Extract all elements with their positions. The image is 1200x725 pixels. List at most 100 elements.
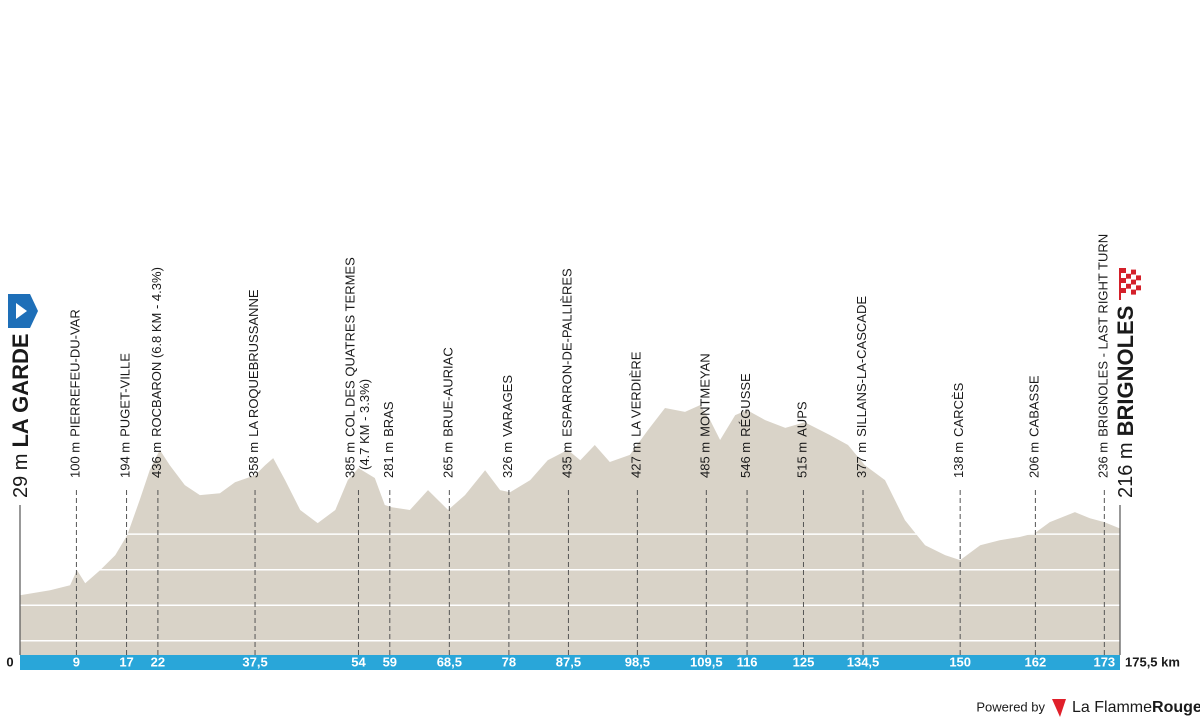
waypoint-label: 281 m BRAS bbox=[381, 401, 396, 478]
x-tick-label: 150 bbox=[949, 654, 971, 669]
waypoint-label: 435 m ESPARRON-DE-PALLIÈRES bbox=[560, 268, 575, 478]
endpoint-name: BRIGNOLES bbox=[1113, 306, 1138, 437]
x-tick-label: 22 bbox=[151, 654, 165, 669]
x-tick-label: 54 bbox=[351, 654, 366, 669]
flag-check bbox=[1121, 273, 1126, 278]
x-tick-label: 37,5 bbox=[242, 654, 267, 669]
waypoint-elevation: 138 m bbox=[952, 442, 967, 478]
flag-check bbox=[1121, 288, 1126, 293]
waypoint-elevation: 358 m bbox=[246, 442, 261, 478]
waypoint-label: 100 m PIERREFEU-DU-VAR bbox=[68, 309, 83, 478]
x-tick-label: 162 bbox=[1025, 654, 1047, 669]
waypoint-name: BRUE-AURIAC bbox=[441, 347, 456, 437]
endpoint-elevation: 29 m bbox=[10, 454, 32, 498]
x-tick-label: 109,5 bbox=[690, 654, 723, 669]
brand-logo bbox=[1052, 699, 1066, 717]
waypoint-elevation: 515 m bbox=[795, 442, 810, 478]
waypoint-label: 385 m COL DES QUATRES TERMES bbox=[343, 257, 358, 478]
waypoint-elevation: 236 m bbox=[1096, 442, 1111, 478]
waypoint-name: SILLANS-LA-CASCADE bbox=[854, 296, 869, 437]
x-tick-label: 87,5 bbox=[556, 654, 581, 669]
x-tick-label: 0 bbox=[6, 654, 13, 669]
waypoint-name: CABASSE bbox=[1027, 375, 1042, 437]
start-flag bbox=[8, 294, 38, 328]
x-tick-label: 17 bbox=[119, 654, 133, 669]
waypoint-label: 546 m RÉGUSSE bbox=[739, 373, 754, 478]
waypoint-name: MONTMEYAN bbox=[698, 353, 713, 437]
x-tick-label: 125 bbox=[793, 654, 815, 669]
endpoint-name: LA GARDE bbox=[8, 333, 33, 447]
waypoint-label: 515 m AUPS bbox=[795, 401, 810, 478]
elevation-profile bbox=[20, 405, 1120, 655]
endpoint-label: 29 m LA GARDE bbox=[8, 333, 33, 498]
x-tick-label: 116 bbox=[737, 654, 758, 669]
waypoint-elevation: 377 m bbox=[854, 442, 869, 478]
flag-check bbox=[1131, 284, 1136, 290]
waypoint-name: CARCÈS bbox=[952, 382, 967, 437]
finish-flag bbox=[1119, 268, 1141, 300]
flag-check bbox=[1126, 268, 1131, 274]
flag-check bbox=[1131, 274, 1136, 280]
waypoint-name: RÉGUSSE bbox=[739, 373, 754, 437]
waypoint-label: 194 m PUGET-VILLE bbox=[118, 353, 133, 478]
x-tick-label: 175,5 km bbox=[1125, 654, 1180, 669]
waypoint-label: 436 m ROCBARON (6.8 KM - 4.3%) bbox=[149, 267, 164, 478]
waypoint-label: 206 m CABASSE bbox=[1027, 375, 1042, 478]
x-tick-label: 78 bbox=[502, 654, 516, 669]
waypoint-label: 236 m BRIGNOLES - LAST RIGHT TURN bbox=[1096, 234, 1111, 478]
waypoint-label: 265 m BRUE-AURIAC bbox=[441, 347, 456, 478]
waypoint-elevation: 427 m bbox=[629, 442, 644, 478]
flag-check bbox=[1131, 289, 1136, 295]
flag-check bbox=[1136, 285, 1141, 291]
waypoint-label: 377 m SILLANS-LA-CASCADE bbox=[854, 296, 869, 478]
waypoint-elevation: 546 m bbox=[739, 442, 754, 478]
waypoint-label: 138 m CARCÈS bbox=[952, 382, 967, 478]
powered-by: Powered by bbox=[976, 699, 1045, 714]
waypoint-elevation: 385 m bbox=[343, 442, 358, 478]
x-tick-label: 173 bbox=[1093, 654, 1115, 669]
x-tick-label: 59 bbox=[383, 654, 397, 669]
flag-check bbox=[1121, 278, 1126, 283]
waypoint-name: PIERREFEU-DU-VAR bbox=[68, 309, 83, 437]
x-tick-label: 98,5 bbox=[625, 654, 650, 669]
brand-name: La Flamme bbox=[1072, 699, 1152, 716]
waypoint-name: ESPARRON-DE-PALLIÈRES bbox=[560, 268, 575, 437]
brand-accent: Rouge bbox=[1152, 699, 1200, 716]
flag-check bbox=[1136, 290, 1141, 296]
waypoint-name: LA VERDIÈRE bbox=[629, 351, 644, 437]
distance-bar bbox=[20, 655, 1120, 670]
waypoint-elevation: 265 m bbox=[441, 442, 456, 478]
endpoint-elevation: 216 m bbox=[1115, 442, 1137, 498]
waypoint-elevation: 206 m bbox=[1027, 442, 1042, 478]
x-tick-label: 68,5 bbox=[437, 654, 462, 669]
brand: La FlammeRouge bbox=[1072, 699, 1200, 716]
waypoint-name: BRAS bbox=[381, 401, 396, 437]
x-tick-label: 9 bbox=[73, 654, 80, 669]
waypoint-note: (4.7 KM - 3.3%) bbox=[357, 379, 372, 470]
flag-check bbox=[1131, 269, 1136, 275]
waypoint-elevation: 485 m bbox=[698, 442, 713, 478]
flag-check bbox=[1136, 275, 1141, 281]
waypoint-name: AUPS bbox=[795, 401, 810, 437]
waypoint-name: COL DES QUATRES TERMES bbox=[343, 257, 358, 437]
waypoint-name: PUGET-VILLE bbox=[118, 353, 133, 437]
flag-check bbox=[1121, 283, 1126, 288]
x-tick-label: 134,5 bbox=[847, 654, 880, 669]
flag-check bbox=[1131, 279, 1136, 285]
endpoint-label: 216 m BRIGNOLES bbox=[1113, 306, 1138, 498]
waypoint-name: LA ROQUEBRUSSANNE bbox=[246, 289, 261, 437]
waypoint-label: 427 m LA VERDIÈRE bbox=[629, 351, 644, 478]
waypoint-elevation: 100 m bbox=[68, 442, 83, 478]
waypoint-elevation: 281 m bbox=[381, 442, 396, 478]
flag-check bbox=[1121, 268, 1126, 273]
flag-check bbox=[1126, 288, 1131, 294]
waypoint-elevation: 194 m bbox=[118, 442, 133, 478]
flag-check bbox=[1136, 270, 1141, 276]
flag-check bbox=[1126, 273, 1131, 279]
flag-check bbox=[1136, 280, 1141, 286]
waypoint-name: ROCBARON (6.8 KM - 4.3%) bbox=[149, 267, 164, 437]
waypoint-label: 358 m LA ROQUEBRUSSANNE bbox=[246, 289, 261, 478]
waypoint-elevation: 436 m bbox=[149, 442, 164, 478]
